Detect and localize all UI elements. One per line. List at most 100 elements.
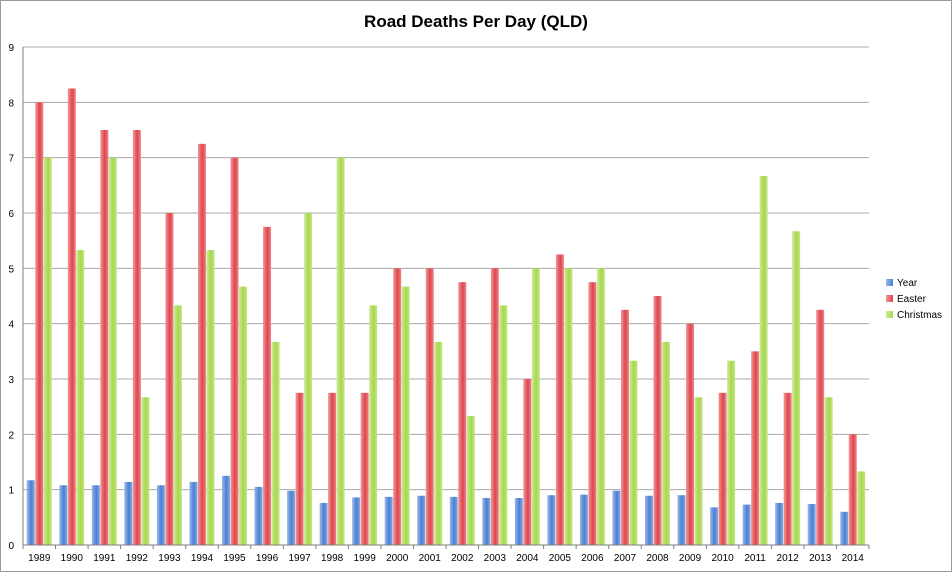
bar-christmas-1992 [141,397,150,545]
bar-year-2014 [840,511,849,545]
x-tick-label: 1996 [256,553,279,564]
y-tick-label: 0 [8,541,14,552]
bar-christmas-2006 [596,268,605,545]
bar-easter-2004 [523,379,532,545]
bar-year-1994 [189,481,198,545]
bar-christmas-1993 [173,305,182,545]
x-tick-label: 1999 [354,553,377,564]
x-tick-label: 2007 [614,553,637,564]
bar-year-2002 [449,496,458,545]
bar-christmas-2003 [499,305,508,545]
gridlines [23,46,869,491]
bar-year-1991 [91,485,100,545]
bar-year-2006 [579,494,588,545]
bar-year-1996 [254,486,263,545]
bar-easter-1994 [197,143,206,545]
bar-year-2000 [384,496,393,545]
bar-christmas-2008 [662,341,670,545]
x-tick-label: 1997 [288,553,311,564]
bar-easter-2007 [620,309,629,545]
chart-title: Road Deaths Per Day (QLD) [364,12,588,31]
legend-label-2: Christmas [897,310,943,321]
y-tick-label: 3 [8,375,14,386]
legend-swatch-1 [886,294,893,302]
bar-christmas-1990 [76,250,85,545]
x-tick-label: 1989 [28,553,51,564]
x-tick-label: 2011 [744,553,766,564]
legend-item-2: Christmas [886,308,942,324]
bar-easter-2003 [490,268,499,545]
bar-year-1992 [124,481,133,545]
x-tick-label: 2006 [581,553,604,564]
y-tick-label: 1 [8,486,14,497]
bar-easter-1991 [100,130,109,545]
x-tick-label: 2009 [679,553,702,564]
bar-christmas-1991 [108,157,117,546]
bar-year-1993 [156,485,165,545]
y-tick-label: 4 [8,320,14,331]
x-tick-label: 1993 [158,553,181,564]
y-tick-label: 2 [8,430,14,441]
bar-year-2003 [482,497,491,545]
bar-christmas-2001 [434,341,443,545]
bar-easter-1998 [328,392,337,545]
bar-year-1995 [222,475,230,545]
x-tick-label: 2000 [386,553,409,564]
bar-christmas-2004 [531,268,540,545]
bar-easter-2008 [653,296,662,545]
bar-christmas-1999 [369,305,378,545]
bar-christmas-1994 [206,250,215,545]
bar-year-2011 [742,504,751,545]
bar-year-2009 [677,495,686,545]
legend-label-1: Easter [897,294,926,305]
bar-easter-2002 [458,282,467,545]
legend-swatch-0 [886,278,893,286]
x-tick-label: 2004 [516,553,539,564]
bar-year-2013 [807,504,816,545]
bar-easter-1989 [35,102,44,545]
bars [26,88,866,546]
bar-christmas-2000 [401,286,410,545]
x-tick-label: 2010 [711,553,734,564]
bar-easter-2005 [555,254,564,545]
bar-easter-1995 [230,157,239,546]
x-tick-label: 1991 [93,553,116,564]
y-tick-label: 7 [8,154,14,165]
legend-item-1: Easter [886,292,942,308]
bar-christmas-1997 [304,213,313,545]
legend-swatch-2 [886,310,893,318]
bar-christmas-1998 [336,157,345,546]
x-tick-label: 2001 [419,553,442,564]
bar-year-2008 [645,495,653,545]
bar-year-2001 [417,495,426,545]
bar-year-2004 [514,497,523,545]
bar-easter-2012 [783,392,792,545]
bar-christmas-2010 [727,360,736,545]
axes: 0 1 2 3 4 5 6 7 8 9 1989 1990 1991 1992 1993 1994 1995 19… [8,43,870,564]
bar-year-1990 [59,485,68,545]
bar-easter-2001 [425,268,434,545]
x-tick-label: 2013 [809,553,832,564]
x-tick-label: 1998 [321,553,344,564]
bar-christmas-2012 [792,231,801,545]
bar-easter-1997 [295,392,304,545]
bar-year-1997 [287,490,296,545]
bar-easter-1992 [132,130,141,545]
bar-christmas-2011 [759,175,768,545]
bar-easter-1993 [165,213,174,545]
bar-christmas-1989 [43,157,52,546]
bar-year-2007 [612,490,621,545]
legend-label-0: Year [897,278,918,289]
x-tick-label: 2005 [549,553,572,564]
x-tick-label: 1994 [191,553,214,564]
x-tick-label: 2012 [777,553,800,564]
y-tick-label: 8 [8,98,14,109]
y-tick-label: 5 [8,264,14,275]
bar-christmas-1995 [239,286,247,545]
bar-christmas-2009 [694,397,703,545]
x-tick-label: 1990 [61,553,84,564]
bar-easter-2014 [848,434,857,545]
bar-christmas-1996 [271,341,280,545]
bar-easter-1999 [360,392,369,545]
